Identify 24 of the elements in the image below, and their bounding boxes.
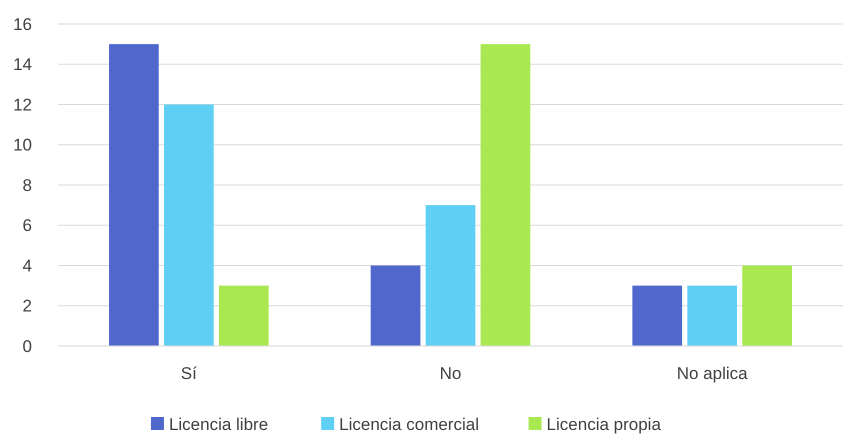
y-tick-label: 4 xyxy=(22,256,32,276)
x-tick-label: No aplica xyxy=(676,364,748,383)
x-tick-label: No xyxy=(440,364,462,383)
bar xyxy=(687,286,738,346)
bar xyxy=(164,104,214,346)
y-tick-label: 0 xyxy=(22,336,32,356)
y-tick-label: 16 xyxy=(13,14,32,34)
y-tick-label: 6 xyxy=(22,216,32,236)
legend-label: Licencia libre xyxy=(168,415,268,434)
bar xyxy=(480,44,530,346)
bar xyxy=(218,286,269,346)
bar xyxy=(370,266,420,346)
y-tick-label: 12 xyxy=(13,95,32,114)
y-tick-label: 8 xyxy=(22,176,32,195)
bar xyxy=(109,44,159,346)
y-tick-label: 2 xyxy=(22,296,32,316)
bar xyxy=(742,266,792,346)
y-tick-label: 14 xyxy=(13,55,32,74)
bar xyxy=(632,286,682,346)
bar xyxy=(426,205,476,346)
legend-label: Licencia comercial xyxy=(339,415,479,434)
y-tick-label: 10 xyxy=(13,136,32,155)
x-tick-label: Sí xyxy=(180,364,198,383)
legend-label: Licencia propia xyxy=(546,415,662,434)
